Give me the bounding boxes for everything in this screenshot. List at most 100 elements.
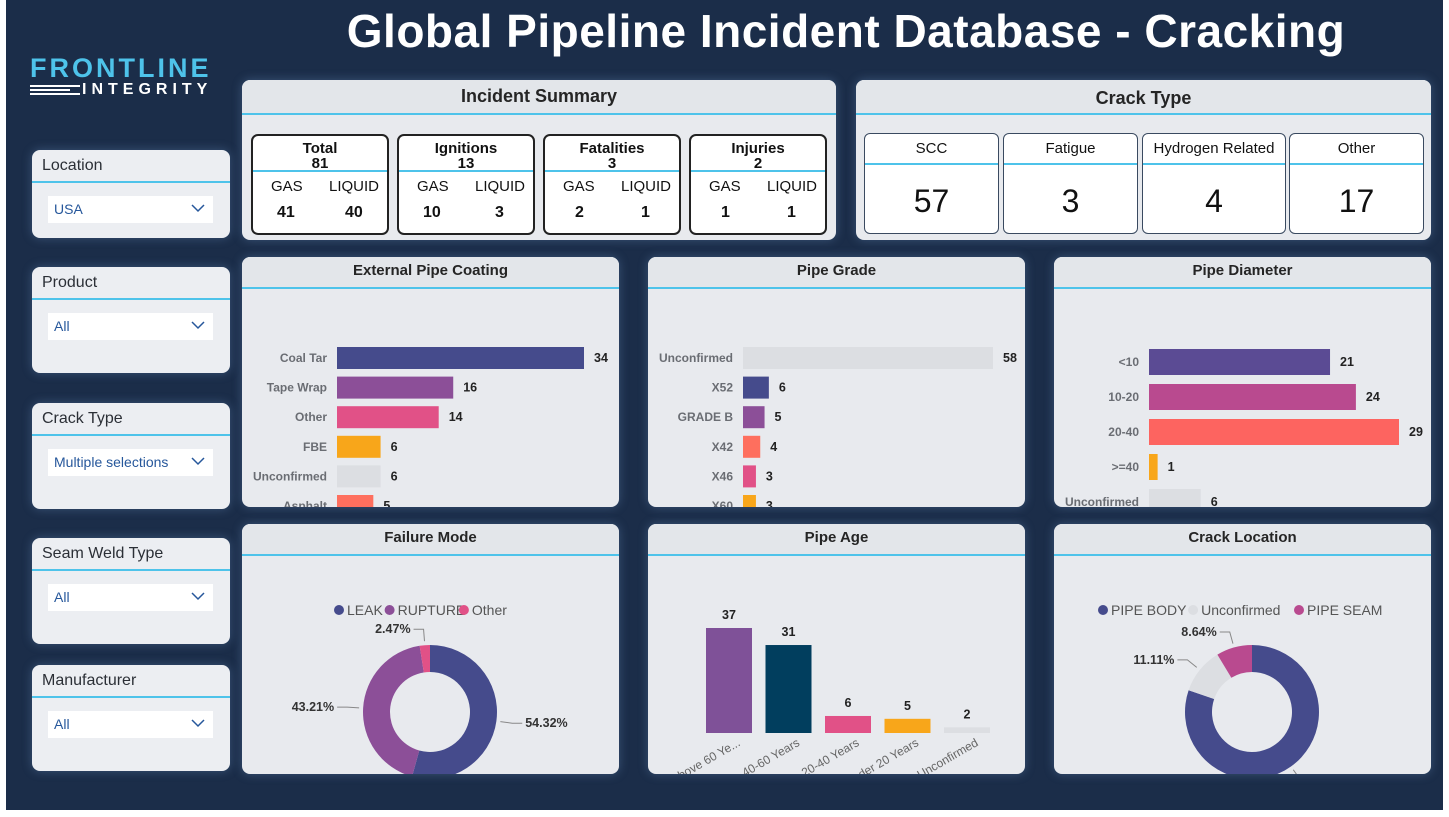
- location-legend-marker-pipe-seam: [1294, 605, 1304, 615]
- coating-bar-other: [337, 406, 439, 429]
- failure-slice-leak: [412, 645, 497, 774]
- kpi-ignitions-liquid-label: LIQUID: [475, 178, 526, 195]
- crack-location-title: Crack Location: [1054, 524, 1431, 556]
- location-slice-pipe-seam: [1217, 645, 1252, 678]
- diameter-category-label-10: <10: [1119, 355, 1140, 369]
- pipe-diameter-chart: <10 21 10-20 24 20-40 29 >=40 1 Unconfirmed 6: [1065, 349, 1423, 507]
- page-title: Global Pipeline Incident Database - Crac…: [346, 5, 1346, 57]
- kpi-injuries: Injuries 2 GAS LIQUID 1 1: [689, 134, 827, 235]
- age-value-label-unconfirmed: 2: [964, 707, 971, 721]
- diameter-value-label-10: 21: [1340, 355, 1354, 369]
- diameter-bar-unconfirmed: [1149, 489, 1201, 507]
- age-bar-under-20-years: [884, 718, 931, 733]
- grade-value-label-x46: 3: [766, 469, 773, 483]
- crack-card-fatigue-label: Fatigue: [1004, 134, 1137, 165]
- pipe-age-title: Pipe Age: [648, 524, 1025, 556]
- manufacturer-dropdown-value: All: [54, 716, 70, 732]
- grade-category-label-unconfirmed: Unconfirmed: [659, 351, 733, 365]
- diameter-bar-20-40: [1149, 419, 1399, 445]
- location-dropdown[interactable]: USA: [48, 196, 213, 223]
- grade-value-label-x52: 6: [779, 381, 786, 395]
- grade-category-label-x52: X52: [712, 381, 734, 395]
- pipe-grade-title: Pipe Grade: [648, 257, 1025, 289]
- age-value-label-20-40-years: 6: [845, 696, 852, 710]
- age-bar-unconfirmed: [944, 727, 990, 733]
- kpi-injuries-liquid-value: 1: [787, 204, 796, 221]
- kpi-total-header: Total 81: [253, 136, 387, 172]
- failure-legend-marker-leak: [334, 605, 344, 615]
- coating-bar-tape-wrap: [337, 376, 454, 399]
- product-dropdown[interactable]: All: [48, 313, 213, 340]
- grade-bar-x42: [743, 435, 761, 458]
- age-category-label-40-60-years: 40-60 Years: [740, 735, 802, 774]
- crack-card-scc: SCC 57: [864, 133, 999, 234]
- failure-slice-other: [419, 645, 430, 673]
- crack-card-scc-value: 57: [913, 183, 950, 219]
- coating-bar-unconfirmed: [337, 465, 381, 488]
- product-slicer-label: Product: [32, 267, 230, 300]
- kpi-ignitions-gas-value: 10: [423, 204, 441, 221]
- failure-data-label-leak: 54.32%: [525, 716, 567, 730]
- external-coating-title: External Pipe Coating: [242, 257, 619, 289]
- location-legend-marker-pipe-body: [1098, 605, 1108, 615]
- kpi-fatalities-value: 3: [607, 155, 617, 172]
- failure-legend-label-rupture: RUPTURE: [398, 602, 466, 618]
- age-bar-above-60-ye: [706, 628, 752, 733]
- diameter-value-label-40: 1: [1168, 460, 1175, 474]
- coating-bar-asphalt: [337, 495, 374, 507]
- kpi-fatalities: Fatalities 3 GAS LIQUID 2 1: [543, 134, 681, 235]
- grade-bar-x60: [743, 495, 756, 507]
- grade-category-label-x42: X42: [712, 440, 734, 454]
- failure-data-label-other: 2.47%: [375, 622, 410, 636]
- chevron-down-icon: [191, 457, 205, 466]
- location-leader-pipe-body: [1292, 769, 1297, 774]
- location-data-label-unconfirmed: 11.11%: [1133, 653, 1174, 667]
- age-value-label-40-60-years: 31: [782, 625, 796, 639]
- coating-value-label-tape-wrap: 16: [463, 381, 477, 395]
- pipe-age-panel: Pipe Age 37 Above 60 Ye... 31 40-60 Years 6 2…: [648, 524, 1025, 774]
- kpi-ignitions-gas-label: GAS: [417, 178, 449, 195]
- crack-card-hydrogen-value: 4: [1205, 183, 1223, 219]
- logo-lines-icon: [30, 83, 80, 97]
- diameter-bar-10-20: [1149, 384, 1356, 410]
- diameter-category-label-20-40: 20-40: [1108, 425, 1139, 439]
- grade-bar-x46: [743, 465, 756, 488]
- kpi-total: Total 81 GAS LIQUID 41 40: [251, 134, 389, 235]
- kpi-fatalities-label: Fatalities: [579, 140, 645, 157]
- grade-category-label-x46: X46: [712, 469, 734, 483]
- coating-category-label-other: Other: [295, 410, 327, 424]
- crack-type-slicer: Crack Type Multiple selections: [32, 403, 230, 509]
- kpi-total-gas-label: GAS: [271, 178, 303, 195]
- coating-category-label-unconfirmed: Unconfirmed: [253, 469, 327, 483]
- pipe-diameter-title: Pipe Diameter: [1054, 257, 1431, 289]
- location-legend-marker-unconfirmed: [1188, 605, 1199, 615]
- kpi-fatalities-liquid-label: LIQUID: [621, 178, 672, 195]
- manufacturer-dropdown[interactable]: All: [48, 711, 213, 738]
- kpi-injuries-gas-value: 1: [721, 204, 730, 221]
- logo-bottom-text: INTEGRITY: [82, 81, 213, 98]
- coating-category-label-tape-wrap: Tape Wrap: [267, 381, 327, 395]
- location-slice-pipe-body: [1185, 645, 1319, 774]
- grade-bar-grade-b: [743, 406, 765, 429]
- pipe-age-chart: 37 Above 60 Ye... 31 40-60 Years 6 20-40 Year…: [668, 608, 990, 774]
- failure-leader-other: [413, 628, 425, 642]
- kpi-fatalities-gas-value: 2: [575, 204, 584, 221]
- location-leader-unconfirmed: [1177, 659, 1198, 668]
- chevron-down-icon: [191, 204, 205, 213]
- crack-card-hydrogen: Hydrogen Related 4: [1142, 133, 1286, 234]
- crack-location-chart: PIPE BODY Unconfirmed PIPE SEAM 80.25% 11.11…: [1098, 602, 1382, 774]
- crack-card-other-label: Other: [1290, 134, 1423, 165]
- seam-weld-dropdown[interactable]: All: [48, 584, 213, 611]
- kpi-fatalities-liquid-value: 1: [641, 204, 650, 221]
- kpi-injuries-liquid-label: LIQUID: [767, 178, 818, 195]
- failure-mode-chart: LEAK RUPTURE Other 54.32% 43.21% 2.47%: [292, 602, 568, 774]
- coating-value-label-fbe: 6: [391, 440, 398, 454]
- crack-card-hydrogen-label: Hydrogen Related: [1143, 134, 1285, 165]
- age-category-label-above-60-ye: Above 60 Ye...: [668, 735, 742, 774]
- crack-type-dropdown[interactable]: Multiple selections: [48, 449, 213, 476]
- failure-leader-leak: [500, 721, 523, 724]
- crack-type-title: Crack Type: [856, 80, 1431, 115]
- pipe-grade-panel: Pipe Grade Unconfirmed 58 X52 6 GRADE B 5 X42 4…: [648, 257, 1025, 507]
- age-bar-20-40-years: [825, 715, 871, 733]
- failure-leader-rupture: [337, 706, 360, 709]
